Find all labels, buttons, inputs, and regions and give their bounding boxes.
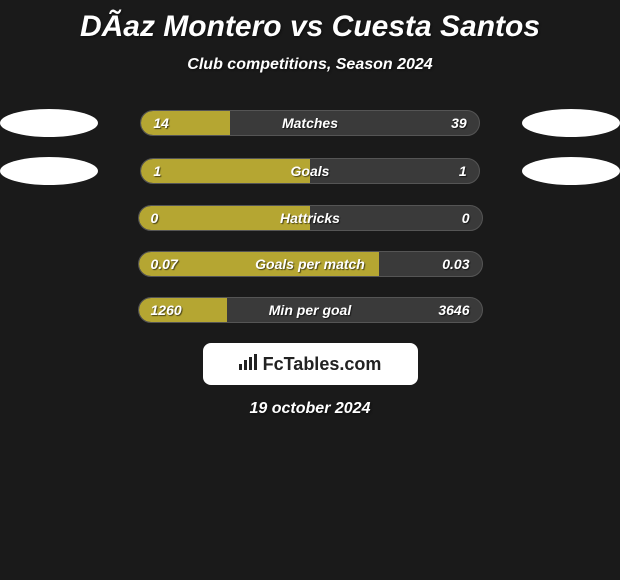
logo-text: FcTables.com bbox=[263, 354, 382, 375]
update-date: 19 october 2024 bbox=[0, 400, 620, 418]
stat-bar: 0.07 Goals per match 0.03 bbox=[138, 251, 483, 277]
stat-bar-fill bbox=[141, 159, 310, 183]
stat-label: Hattricks bbox=[280, 210, 340, 226]
stat-left-value: 1260 bbox=[151, 302, 182, 318]
stat-right-value: 0 bbox=[462, 210, 470, 226]
stat-left-value: 1 bbox=[153, 163, 161, 179]
stat-right-value: 3646 bbox=[438, 302, 469, 318]
player-right-avatar bbox=[522, 109, 620, 137]
stat-right-value: 39 bbox=[451, 115, 467, 131]
stat-left-value: 0 bbox=[151, 210, 159, 226]
player-right-avatar bbox=[522, 157, 620, 185]
stat-label: Min per goal bbox=[269, 302, 351, 318]
stats-area: 14 Matches 39 1 Goals 1 0 Hattricks 0 0.07 Goals p… bbox=[0, 109, 620, 323]
stats-container: DÃ­az Montero vs Cuesta Santos Club comp… bbox=[0, 0, 620, 428]
logo-box[interactable]: FcTables.com bbox=[203, 343, 418, 385]
stat-bar: 14 Matches 39 bbox=[140, 110, 479, 136]
stat-left-value: 0.07 bbox=[151, 256, 178, 272]
stat-row: 14 Matches 39 bbox=[0, 109, 620, 137]
stat-bar: 1 Goals 1 bbox=[140, 158, 479, 184]
stat-right-value: 1 bbox=[459, 163, 467, 179]
stat-bar: 0 Hattricks 0 bbox=[138, 205, 483, 231]
page-title: DÃ­az Montero vs Cuesta Santos bbox=[0, 10, 620, 44]
stat-label: Matches bbox=[282, 115, 338, 131]
stat-row: 1 Goals 1 bbox=[0, 157, 620, 185]
stat-label: Goals bbox=[291, 163, 330, 179]
chart-icon bbox=[239, 354, 259, 375]
page-subtitle: Club competitions, Season 2024 bbox=[0, 56, 620, 74]
player-left-avatar bbox=[0, 157, 98, 185]
stat-left-value: 14 bbox=[153, 115, 169, 131]
player-left-avatar bbox=[0, 109, 98, 137]
stat-bar: 1260 Min per goal 3646 bbox=[138, 297, 483, 323]
stat-label: Goals per match bbox=[255, 256, 365, 272]
stat-right-value: 0.03 bbox=[442, 256, 469, 272]
